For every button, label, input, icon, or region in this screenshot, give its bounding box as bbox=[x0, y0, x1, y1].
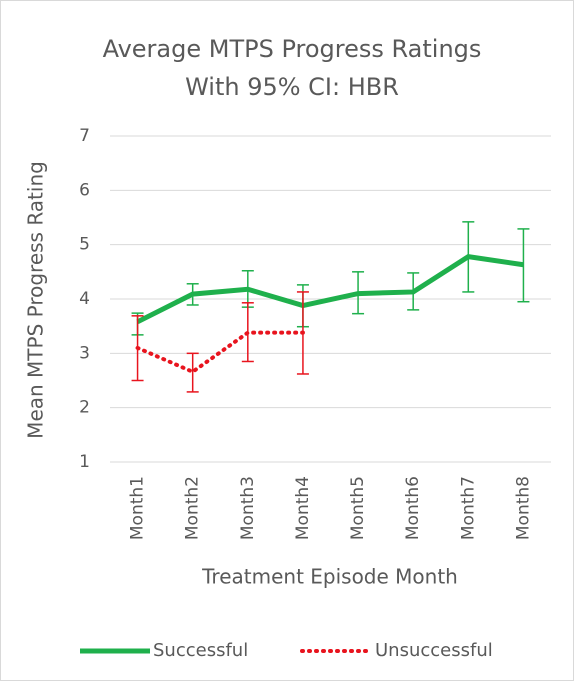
legend-label: Successful bbox=[153, 640, 248, 661]
x-tick-label: Month8 bbox=[513, 476, 533, 540]
x-tick-label: Month1 bbox=[128, 476, 148, 540]
series-line bbox=[135, 330, 305, 375]
y-tick-label: 6 bbox=[79, 180, 90, 200]
x-tick-label: Month5 bbox=[348, 476, 368, 540]
x-tick-label: Month4 bbox=[293, 476, 313, 540]
x-tick-label: Month7 bbox=[458, 476, 478, 540]
series-line bbox=[136, 254, 524, 325]
y-tick-label: 5 bbox=[79, 235, 90, 255]
chart-title: Average MTPS Progress Ratings bbox=[103, 35, 482, 63]
y-tick-label: 4 bbox=[79, 289, 90, 309]
y-tick-label: 3 bbox=[79, 343, 90, 363]
x-tick-label: Month2 bbox=[183, 476, 203, 540]
x-axis-label: Treatment Episode Month bbox=[201, 565, 458, 589]
y-tick-label: 1 bbox=[79, 452, 90, 472]
y-axis-label: Mean MTPS Progress Rating bbox=[24, 161, 48, 439]
chart-title: With 95% CI: HBR bbox=[185, 73, 399, 101]
legend-label: Unsuccessful bbox=[375, 640, 493, 661]
x-tick-label: Month3 bbox=[238, 476, 258, 540]
x-tick-label: Month6 bbox=[403, 476, 423, 540]
y-tick-label: 7 bbox=[79, 126, 90, 146]
y-tick-label: 2 bbox=[79, 398, 90, 418]
